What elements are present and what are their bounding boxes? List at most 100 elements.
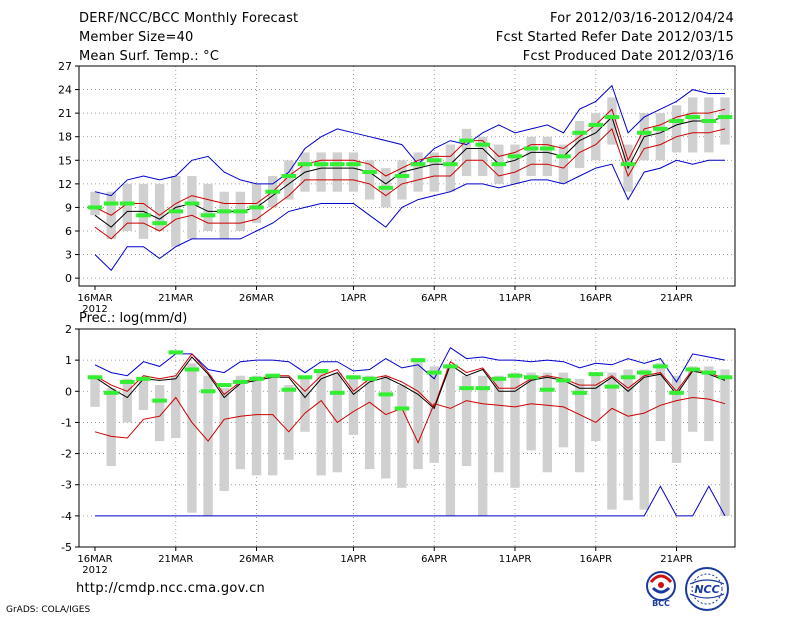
prec-spread-bar: [542, 372, 552, 473]
prec-spread-bar: [284, 385, 294, 460]
temp-spread-bar: [526, 136, 536, 176]
temp-obs-marker: [362, 170, 377, 175]
temp-ytick-label: 0: [65, 272, 72, 285]
prec-ytick-label: -5: [61, 541, 72, 554]
prec-line-ensemble-max: [94, 346, 726, 383]
prec-obs-marker: [620, 375, 636, 380]
prec-spread-bar: [494, 375, 504, 473]
prec-xtick-label: 21MAR: [158, 554, 193, 565]
prec-obs-marker: [184, 367, 200, 372]
prec-obs-marker: [685, 367, 700, 372]
temp-line-mean-spread: [94, 127, 726, 240]
prec-panel-title: Prec.: log(mm/d): [79, 311, 187, 326]
prec-spread-bar: [461, 375, 472, 467]
prec-spread-bar: [526, 372, 536, 451]
prec-obs-marker: [120, 379, 135, 384]
temp-panel: 0 3 6 9 12 15 18 21 24 27 16MAR 21MAR 26MAR 1APR 6APR 1…: [58, 60, 736, 315]
temp-xtick-label: 16APR: [579, 293, 612, 304]
prec-spread-bar: [445, 366, 456, 516]
prec-line-ensemble-min: [95, 485, 726, 517]
temp-spread-bar: [688, 97, 698, 153]
temp-obs-marker: [701, 119, 717, 123]
temp-obs-marker: [136, 213, 151, 218]
temp-obs-marker: [523, 146, 539, 151]
temp-obs-marker: [216, 209, 232, 214]
fcst-produced-date: Fcst Produced Date 2012/03/16: [522, 49, 734, 64]
prec-obs-marker: [669, 390, 684, 395]
forecast-period: For 2012/03/16-2012/04/24: [550, 11, 734, 26]
prec-obs-marker: [168, 350, 184, 355]
prec-spread-bar: [154, 385, 165, 442]
temp-line-ensemble-min: [94, 159, 725, 272]
prec-xtick-label: 26MAR: [239, 554, 274, 565]
temp-obs-marker: [410, 162, 426, 167]
prec-obs-marker: [410, 358, 426, 363]
prec-ytick-label: -4: [61, 510, 72, 523]
temp-ytick-label: 12: [58, 178, 72, 191]
temp-xtick-label: 1APR: [340, 293, 366, 304]
temp-obs-marker: [475, 142, 490, 147]
prec-spread-bar: [187, 363, 197, 513]
temp-ytick-label: 24: [58, 84, 72, 97]
prec-line-mean-spread: [94, 396, 726, 444]
temp-spread-bar: [542, 136, 552, 176]
prec-obs-marker: [87, 375, 103, 380]
temp-obs-marker: [685, 115, 700, 120]
prec-spread-bar: [171, 375, 181, 438]
temp-spread-bar: [90, 191, 100, 216]
temp-obs-marker: [443, 162, 458, 167]
prec-obs-marker: [152, 398, 167, 403]
prec-spread-bar: [591, 372, 601, 442]
prec-obs-marker: [636, 370, 652, 375]
prec-obs-marker: [556, 378, 571, 383]
prec-obs-marker: [330, 390, 345, 395]
prec-spread-bar: [623, 369, 633, 501]
temp-spread-bar: [154, 183, 165, 231]
temp-obs-marker: [378, 185, 394, 190]
temp-obs-marker: [152, 221, 167, 226]
temp-obs-marker: [313, 162, 329, 167]
temp-obs-marker: [604, 115, 620, 120]
temp-spread-bar: [284, 160, 294, 200]
prec-xtick-label: 16APR: [579, 554, 612, 565]
temp-obs-marker: [507, 154, 523, 159]
temp-obs-marker: [168, 209, 184, 214]
temp-spread-bar: [671, 105, 682, 153]
temp-spread-bar: [348, 152, 359, 192]
prec-obs-marker: [249, 376, 264, 381]
prec-ytick-label: -3: [61, 479, 72, 492]
temp-spread-bar: [219, 191, 229, 239]
temp-ytick-label: 9: [65, 201, 72, 214]
temp-ytick-label: 6: [65, 225, 72, 238]
temp-obs-marker: [620, 162, 636, 167]
prec-spread-bar: [704, 366, 714, 442]
variable-label: Mean Surf. Temp.: °C: [79, 49, 220, 64]
temp-line-ensemble-mean: [94, 116, 726, 228]
prec-obs-marker: [588, 372, 604, 377]
prec-spread-bar: [655, 363, 666, 442]
prec-obs-marker: [281, 387, 297, 392]
temp-ytick-label: 18: [58, 131, 72, 144]
prec-spread-bar: [106, 388, 116, 467]
prec-obs-marker: [362, 376, 377, 381]
temp-line-mean-spread: [94, 108, 726, 216]
prec-obs-marker: [572, 390, 587, 395]
temp-spread-bar: [478, 136, 488, 176]
temp-obs-marker: [281, 174, 297, 178]
prec-spread-bar: [316, 369, 326, 476]
temp-obs-marker: [588, 122, 604, 127]
source-url[interactable]: http://cmdp.ncc.cma.gov.cn: [76, 581, 266, 596]
temp-obs-marker: [653, 126, 668, 131]
prec-obs-marker: [701, 370, 717, 375]
temp-spread-bar: [720, 97, 730, 145]
prec-obs-marker: [523, 375, 539, 380]
temp-obs-marker: [184, 201, 200, 206]
prec-spread-bar: [429, 366, 439, 463]
prec-spread-bar: [574, 378, 585, 473]
temp-ytick-label: 15: [58, 154, 72, 167]
prec-obs-marker: [491, 376, 507, 381]
prec-obs-marker: [459, 386, 474, 391]
prec-spread-bar: [364, 375, 375, 470]
bcc-logo-text: BCC: [652, 599, 670, 608]
